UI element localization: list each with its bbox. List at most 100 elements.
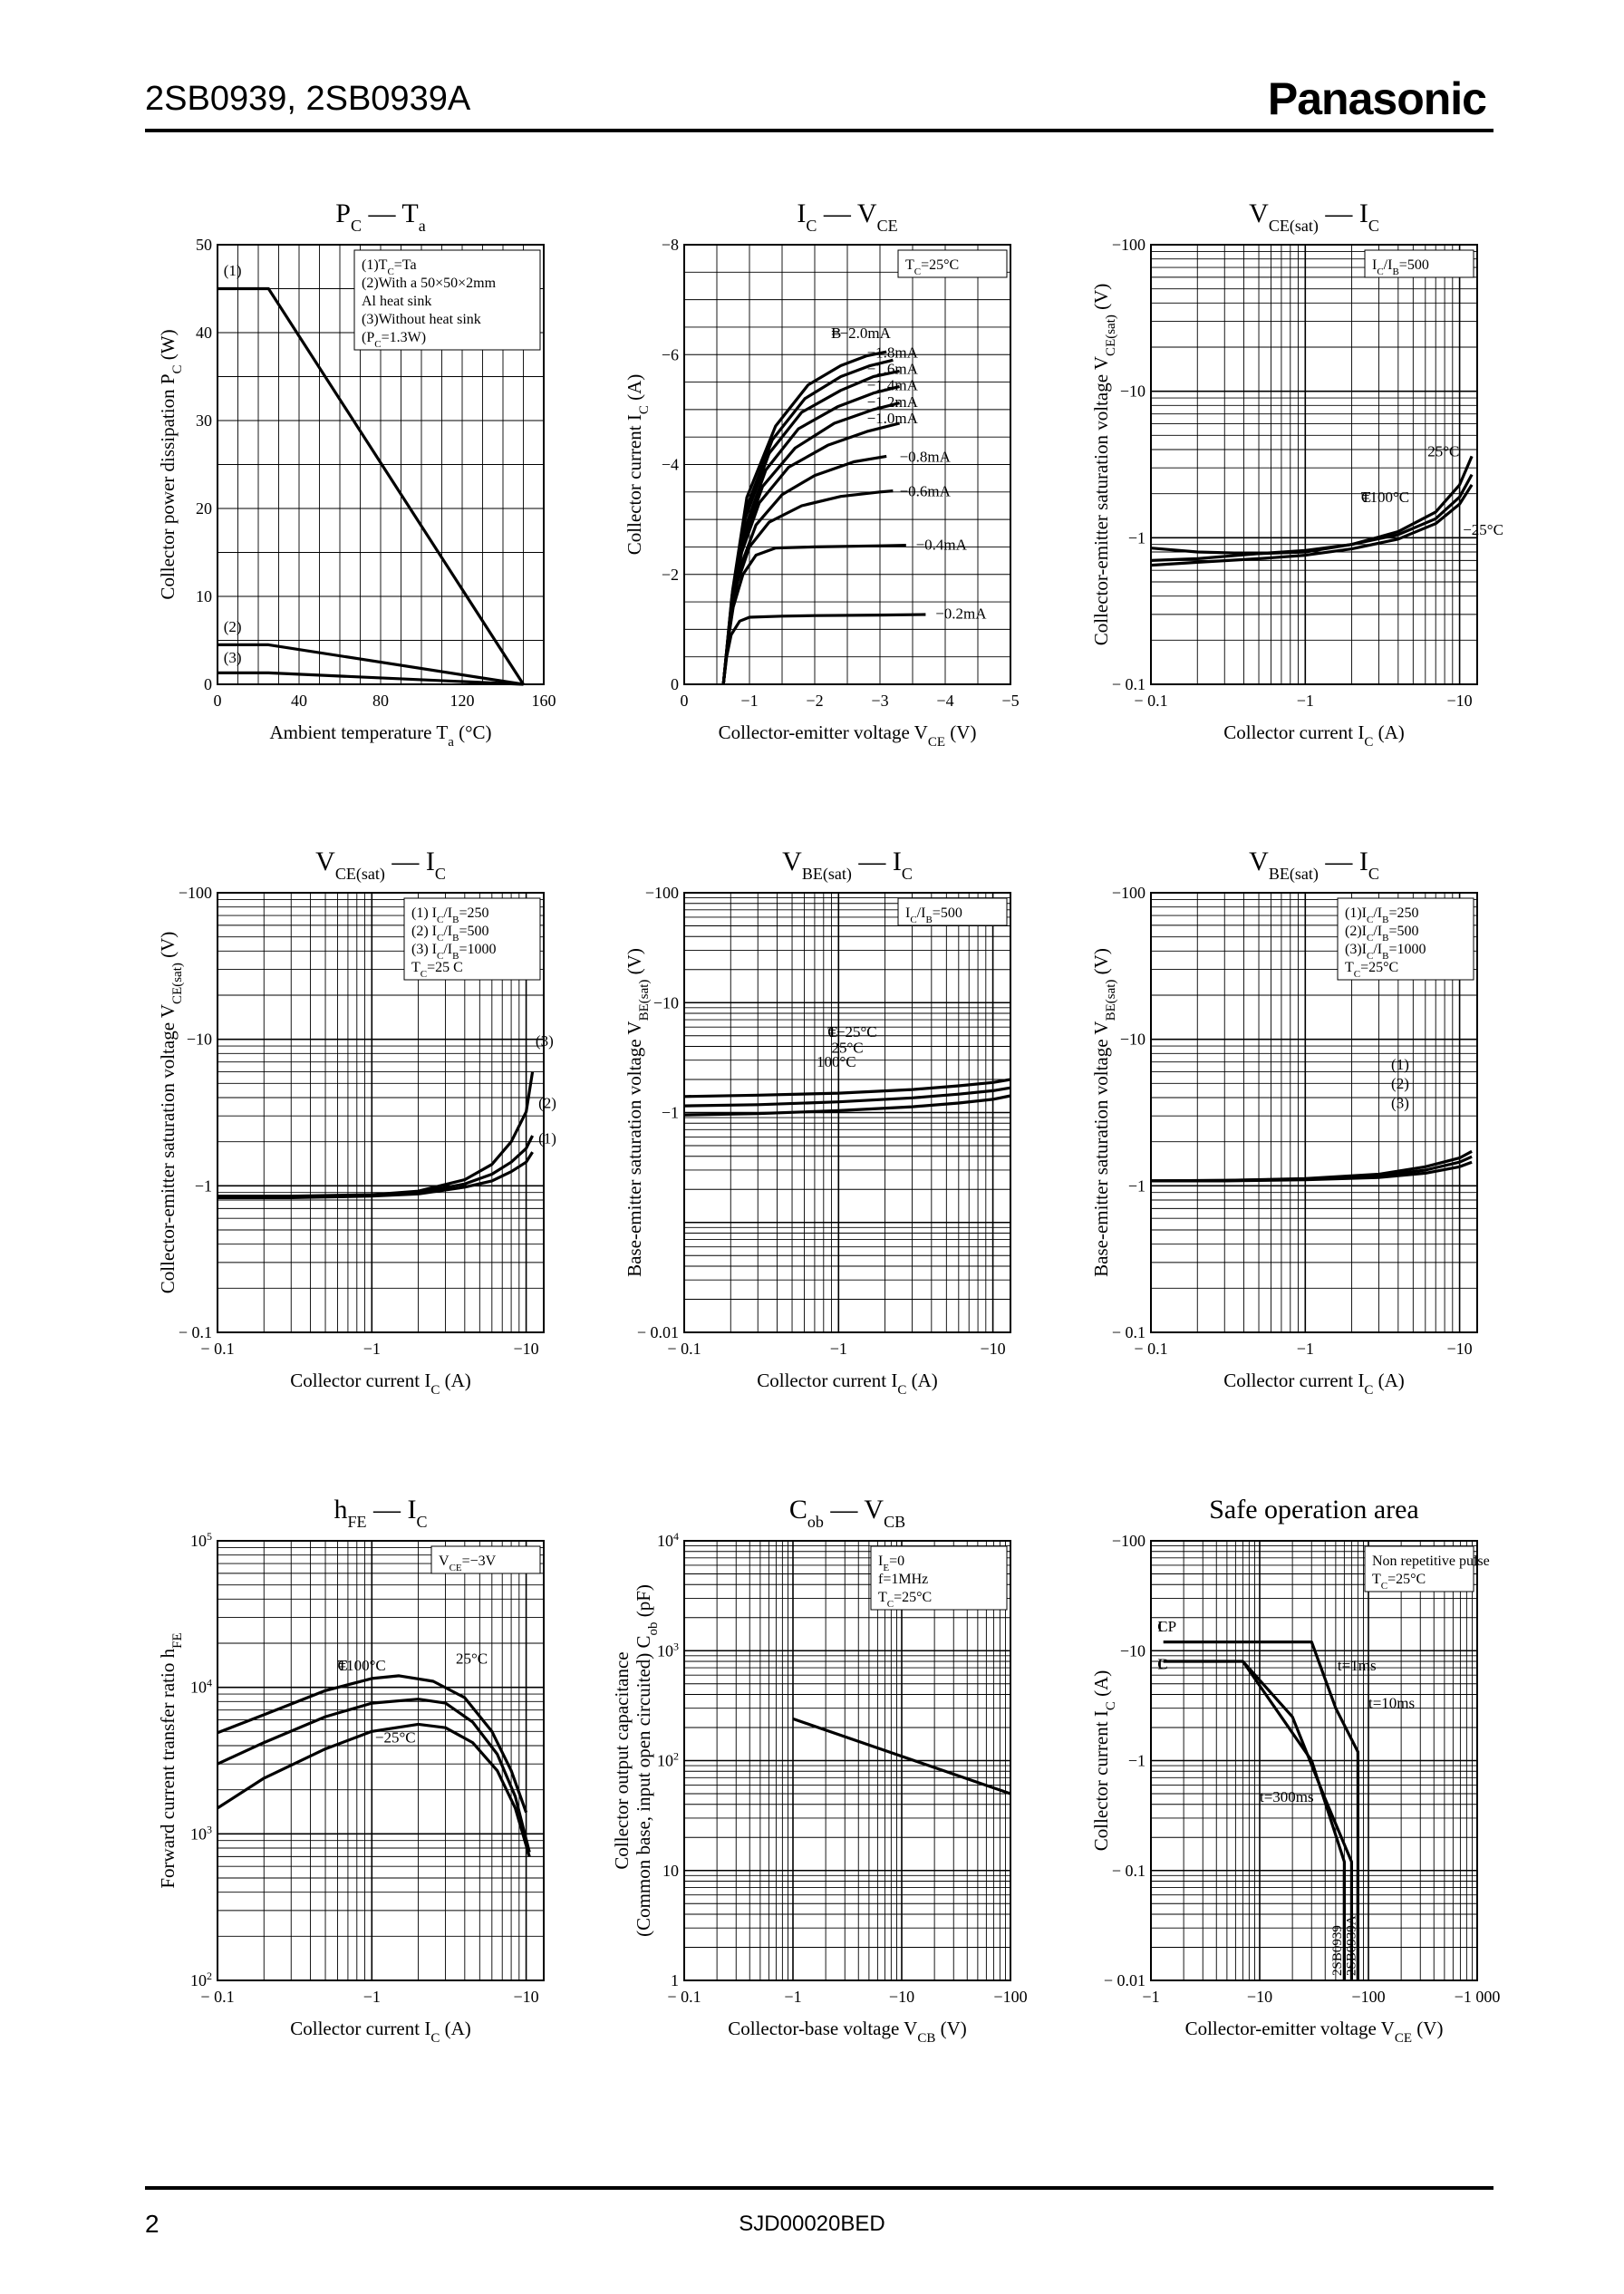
c3-xlabel: Collector current IC (A) — [1223, 721, 1405, 750]
c9-curve-label-6: t=300ms — [1260, 1788, 1314, 1805]
c3-note-n1-text: I — [1372, 257, 1377, 273]
c7-title-var-sub: C — [417, 1513, 428, 1531]
c3-xtick-label-1: −1 — [1297, 692, 1314, 710]
c3-curve-label-0: 25°C — [1427, 442, 1459, 460]
c9-curve-label-3: C — [1157, 1656, 1167, 1673]
c6-series-line-2 — [1151, 1160, 1473, 1183]
c6-plot-frame — [1150, 892, 1478, 1333]
c5-xtick-label-0: − 0.1 — [667, 1340, 701, 1358]
c5-title-var: I — [893, 847, 902, 876]
c4-xtick-label-1: −1 — [363, 1340, 381, 1358]
brand-logo: Panasonic — [1267, 73, 1487, 124]
c5-ytick-label-2: −10 — [653, 993, 679, 1011]
c2-note-box — [897, 249, 1008, 278]
page-title: 2SB0939, 2SB0939A — [145, 80, 471, 118]
c1-xtick-label-3: 120 — [450, 692, 475, 710]
c8-xtick-label-3: −100 — [993, 1988, 1027, 2006]
c6-curve-label-1: (2) — [1391, 1075, 1409, 1092]
c4-note-n1: (1) IC/IB=250 — [411, 905, 488, 925]
c8-ytick-exp-3: 3 — [673, 1640, 679, 1652]
c1-note-n2-text: (2)With a 50×50×2mm — [362, 276, 497, 291]
c5-plot-frame — [683, 892, 1011, 1333]
c6-note-n3-text: (3)I — [1345, 942, 1367, 957]
c6-ylabel-unit: (V) — [1090, 948, 1112, 979]
c3-series-line-2 — [1150, 484, 1474, 567]
c4-curve-label-2: (1) — [538, 1129, 556, 1147]
c2-title-sub: C — [806, 217, 817, 235]
c7-title: hFE — IC — [334, 1495, 427, 1531]
c6-note-n1: (1)IC/IB=250 — [1345, 905, 1418, 925]
c8-note-n2-text: f=1MHz — [878, 1572, 928, 1587]
c3-note-n1-rest2: =500 — [1399, 257, 1429, 273]
c7-curve-label-3: 25°C — [456, 1650, 488, 1668]
c9-series-line-1 — [1163, 1660, 1353, 1980]
c9-note-box — [1364, 1545, 1474, 1592]
c9-ylabel: Collector current IC (A) — [1090, 1670, 1118, 1852]
c1-note-n5-rest: =1.3W) — [382, 330, 426, 345]
c3-curve-label-2: C — [1361, 489, 1371, 506]
c3-xlabel-text: Collector current I — [1223, 721, 1364, 743]
c4-note-n1-rest: /I — [443, 905, 452, 921]
c5-ylabel: Base-emitter saturation voltage VBE(sat)… — [624, 948, 652, 1277]
c2-curve-label-2: =−2.0mA — [831, 324, 892, 342]
c9-ylabel-text: Collector current I — [1090, 1710, 1112, 1851]
c9-ytick-label-4: −100 — [1112, 1532, 1146, 1550]
c6-ytick-text-3: −100 — [1112, 884, 1146, 902]
footer-rule — [145, 2186, 1494, 2190]
c1-ytick-text-5: 50 — [196, 236, 212, 254]
c8-note-box — [870, 1545, 1008, 1611]
c8-ytick-exp-4: 4 — [673, 1530, 679, 1543]
c2-xtick-label-0: 0 — [681, 692, 689, 710]
c4-xlabel-unit: (A) — [440, 1370, 470, 1391]
c6-ytick-label-0: − 0.1 — [1112, 1323, 1146, 1341]
c8-ylabel-unit: (pF) — [633, 1584, 654, 1621]
c6-note-n4-sub: C — [1354, 969, 1360, 980]
c1-ytick-text-0: 0 — [204, 675, 212, 693]
c6-xtick-label-0: − 0.1 — [1134, 1340, 1167, 1358]
c8-ytick-label-4: 104 — [657, 1530, 679, 1550]
c5-ytick-text-0: − 0.01 — [637, 1323, 679, 1341]
c2-ytick-label-4: −8 — [662, 236, 679, 254]
c9-xlabel: Collector-emitter voltage VCE (V) — [1185, 2018, 1444, 2046]
c8-xlabel-unit: (V) — [935, 2018, 966, 2039]
c8-xlabel: Collector-base voltage VCB (V) — [728, 2018, 967, 2046]
c7-note-n1-text: V — [439, 1554, 450, 1569]
c8-xlabel-sub: CB — [917, 2031, 935, 2046]
c2-xlabel: Collector-emitter voltage VCE (V) — [719, 721, 977, 750]
c5-ytick-text-3: −100 — [645, 884, 679, 902]
c5-series-line-1 — [683, 1086, 1011, 1108]
c1-note-n3: Al heat sink — [362, 294, 431, 309]
c7-series-line-1 — [217, 1698, 531, 1853]
c6-xtick-label-1: −1 — [1297, 1340, 1314, 1358]
c1-xtick-label-4: 160 — [532, 692, 556, 710]
c2-xtick-label-2: −2 — [806, 692, 823, 710]
c2-curve-label-6: −1.2mA — [867, 393, 919, 411]
c2-title-var-sub: CE — [877, 217, 898, 235]
c1-ytick-label-3: 30 — [196, 411, 212, 430]
c6-note-n4-rest: =25°C — [1360, 960, 1398, 975]
c1-curve-label-1: (2) — [224, 618, 242, 635]
c3-note-n1-sub: C — [1377, 266, 1383, 277]
c3-series-line-1 — [1150, 473, 1474, 562]
c4-xtick-label-0: − 0.1 — [200, 1340, 234, 1358]
c5-ytick-label-1: −1 — [662, 1104, 679, 1122]
c8-note-n1-sub: E — [883, 1563, 889, 1573]
c3-xlabel-unit: (A) — [1373, 721, 1404, 743]
c9-xtick-label-2: −100 — [1351, 1988, 1385, 2006]
c4-title: VCE(sat) — IC — [315, 847, 446, 884]
c5-note-n1-sub: C — [910, 915, 916, 925]
c9-ytick-text-3: −10 — [1120, 1641, 1146, 1660]
c4-note-n4-text: T — [411, 960, 420, 975]
c2-ytick-text-1: −2 — [662, 566, 679, 584]
c6-title-sep: — — [1319, 847, 1359, 876]
header-rule — [145, 129, 1494, 132]
c6-note-n3-rest2: =1000 — [1388, 942, 1426, 957]
c2-ylabel-unit: (A) — [624, 374, 645, 405]
c7-title-sub: FE — [347, 1513, 366, 1531]
c4-title-main: V — [315, 847, 335, 876]
c1-curve-label-2: (3) — [224, 649, 242, 666]
c1-ytick-label-0: 0 — [204, 675, 212, 693]
c1-xtick-label-1: 40 — [291, 692, 307, 710]
c4-curve-label-1: (2) — [538, 1094, 556, 1111]
c2-curve-label-1: B — [831, 324, 841, 342]
